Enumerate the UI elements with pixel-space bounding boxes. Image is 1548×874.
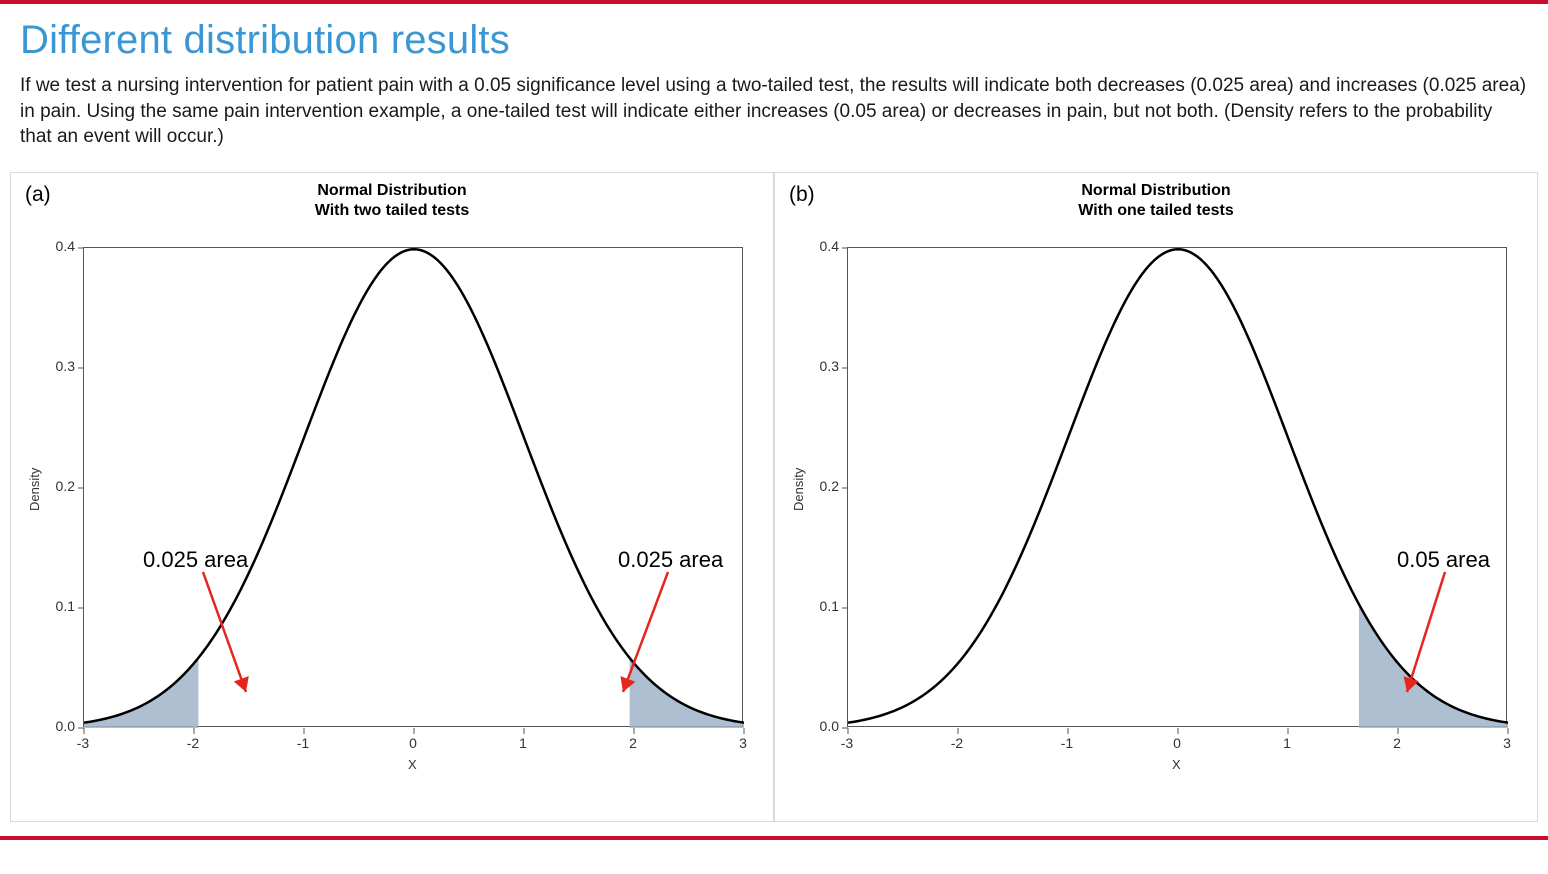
- intro-paragraph: If we test a nursing intervention for pa…: [20, 73, 1528, 150]
- annotation-label: 0.05 area: [1397, 547, 1490, 573]
- annotation-arrow-line: [203, 572, 246, 692]
- page: Different distribution results If we tes…: [0, 0, 1548, 840]
- chart-panel-b: (b) Normal Distribution With one tailed …: [774, 172, 1538, 822]
- header-block: Different distribution results If we tes…: [0, 4, 1548, 166]
- bottom-rule: [0, 836, 1548, 840]
- charts-row: (a) Normal Distribution With two tailed …: [0, 166, 1548, 822]
- overlay-svg: [11, 173, 773, 821]
- page-title: Different distribution results: [20, 18, 1528, 63]
- annotation-arrow-line: [1407, 572, 1445, 692]
- annotation-label: 0.025 area: [143, 547, 248, 573]
- annotation-arrow-line: [623, 572, 668, 692]
- annotation-label: 0.025 area: [618, 547, 723, 573]
- chart-panel-a: (a) Normal Distribution With two tailed …: [10, 172, 774, 822]
- overlay-svg: [775, 173, 1537, 821]
